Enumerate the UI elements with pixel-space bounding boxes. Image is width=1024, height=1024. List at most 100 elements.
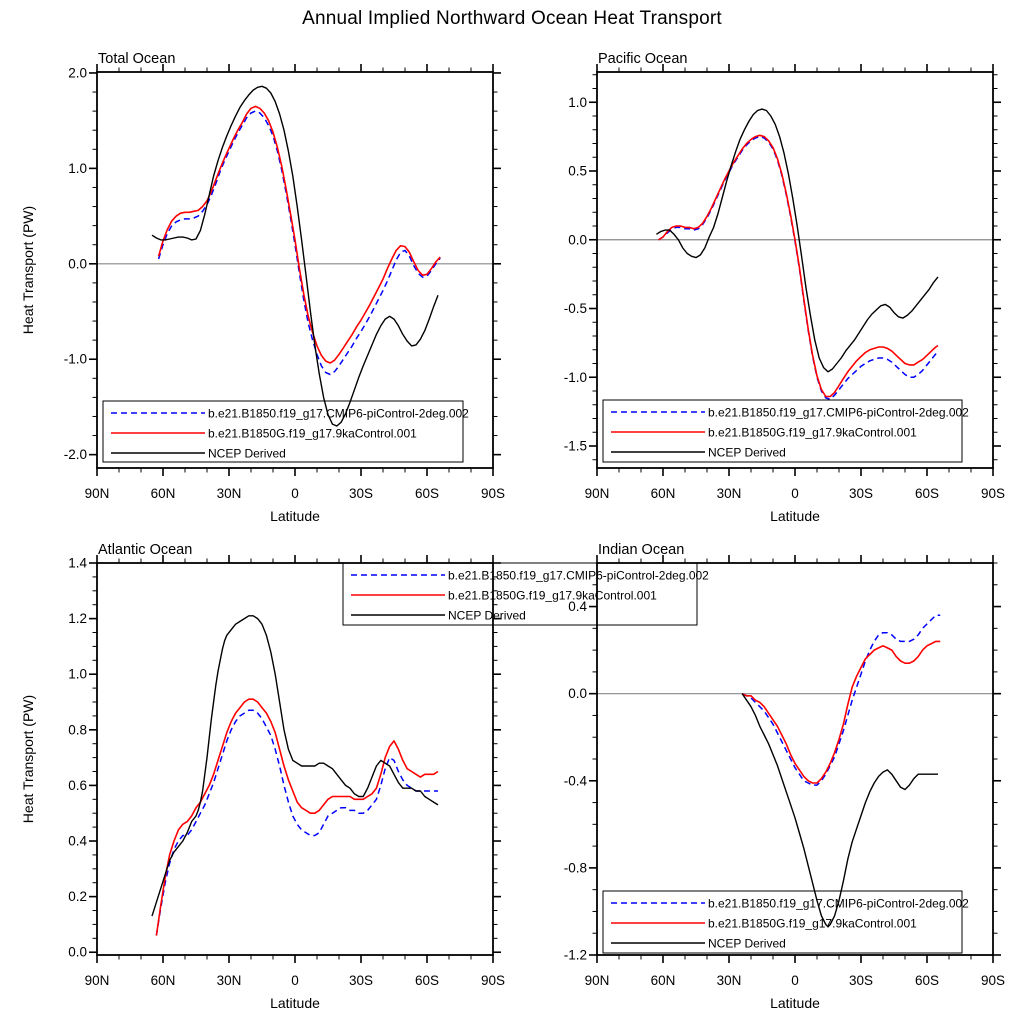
legend-label: b.e21.B1850.f19_g17.CMIP6-piControl-2deg… (708, 406, 969, 420)
x-tick-label: 0 (291, 973, 299, 988)
y-tick-label: -0.5 (564, 301, 587, 316)
series-b-e21-b1850g-f19-g17-9kacontrol-001 (741, 640, 941, 784)
legend-label: NCEP Derived (208, 447, 286, 461)
panel-title: Total Ocean (98, 51, 175, 67)
x-tick-label: 0 (791, 973, 799, 988)
x-tick-label: 0 (291, 486, 299, 501)
x-tick-label: 90S (981, 486, 1005, 501)
x-axis-label: Latitude (770, 508, 820, 524)
x-tick-label: 30S (349, 973, 373, 988)
x-tick-label: 90S (481, 973, 505, 988)
y-tick-label: 0.4 (568, 599, 587, 614)
y-axis-label: Heat Transport (PW) (20, 206, 36, 334)
y-tick-label: 0.6 (68, 778, 87, 793)
y-tick-label: 1.0 (68, 667, 87, 682)
legend-border (102, 400, 464, 463)
legend-label: b.e21.B1850.f19_g17.CMIP6-piControl-2deg… (448, 569, 709, 583)
legend-label: b.e21.B1850G.f19_g17.9kaControl.001 (708, 917, 917, 931)
y-tick-label: 0.8 (68, 722, 87, 737)
y-tick-label: -1.0 (64, 352, 87, 367)
page-title: Annual Implied Northward Ocean Heat Tran… (302, 8, 722, 29)
y-tick-label: 0.0 (568, 232, 587, 247)
x-tick-label: 60S (415, 973, 439, 988)
y-tick-label: 1.4 (68, 556, 87, 571)
series-b-e21-b1850g-f19-g17-9kacontrol-001 (155, 698, 439, 936)
x-tick-label: 90N (585, 486, 610, 501)
x-tick-label: 30N (217, 486, 242, 501)
series-b-e21-b1850-f19-g17-cmip6-picontrol-2deg-002 (155, 709, 438, 936)
y-ticks (589, 562, 1001, 956)
legend-label: NCEP Derived (708, 937, 786, 951)
x-ticks (596, 555, 994, 963)
x-tick-label: 30N (717, 973, 742, 988)
legend-border (602, 890, 963, 954)
x-tick-label: 30N (217, 973, 242, 988)
y-tick-label: -0.4 (564, 773, 588, 788)
series-ncep-derived (151, 615, 439, 917)
x-axis-label: Latitude (270, 508, 320, 524)
x-tick-label: 90S (481, 486, 505, 501)
legend-label: NCEP Derived (448, 609, 526, 623)
legend-label: b.e21.B1850G.f19_g17.9kaControl.001 (448, 589, 657, 603)
x-tick-label: 60N (151, 486, 176, 501)
x-axis-label: Latitude (270, 995, 320, 1011)
series-ncep-derived (656, 108, 939, 373)
x-tick-label: 30S (849, 486, 873, 501)
x-ticks (96, 64, 494, 476)
legend-label: b.e21.B1850G.f19_g17.9kaControl.001 (708, 426, 917, 440)
legend-total-ocean: b.e21.B1850.f19_g17.CMIP6-piControl-2deg… (102, 400, 469, 463)
legend-label: b.e21.B1850.f19_g17.CMIP6-piControl-2deg… (708, 897, 969, 911)
panel-atlantic-ocean: 90N 60N 30N 0 30S 60S 90S 0.0 0.2 0.4 0.6 0.8 1.0 1.2… (20, 542, 505, 1011)
x-tick-label: 60N (151, 973, 176, 988)
y-tick-label: 0.0 (68, 256, 87, 271)
curves (656, 108, 939, 401)
y-tick-label: 1.2 (68, 611, 87, 626)
panel-pacific-ocean: 90N 60N 30N 0 30S 60S 90S -1.5 -1.0 -0.5 0.0 0.5 1.0… (564, 51, 1005, 524)
x-tick-label: 60S (415, 486, 439, 501)
series-b-e21-b1850g-f19-g17-9kacontrol-001 (157, 105, 441, 364)
y-ticks (89, 72, 501, 456)
y-tick-label: 0.0 (68, 945, 87, 960)
y-tick-label: 1.0 (68, 161, 87, 176)
x-tick-label: 0 (791, 486, 799, 501)
y-ticks (89, 562, 501, 954)
panel-indian-ocean: 90N 60N 30N 0 30S 60S 90S -1.2 -0.8 -0.4 0.0 0.4 Ind… (564, 542, 1005, 1011)
series-ncep-derived (741, 693, 938, 928)
panel-total-ocean: 90N 60N 30N 0 30S 60S 90S -2.0 -1.0 0.0 1.0 2.0 Tota… (20, 51, 505, 524)
curves (151, 615, 439, 936)
x-tick-label: 60S (915, 486, 939, 501)
legend-border (342, 562, 698, 626)
series-b-e21-b1850-f19-g17-cmip6-picontrol-2deg-002 (157, 110, 441, 376)
curves (741, 614, 941, 928)
y-tick-label: -0.8 (564, 860, 587, 875)
x-tick-label: 30S (849, 973, 873, 988)
legend-label: NCEP Derived (708, 446, 786, 460)
y-tick-label: -2.0 (64, 447, 87, 462)
legend-atlantic-ocean: b.e21.B1850.f19_g17.CMIP6-piControl-2deg… (342, 562, 709, 626)
series-b-e21-b1850-f19-g17-cmip6-picontrol-2deg-002 (658, 135, 939, 401)
panel-title: Atlantic Ocean (98, 542, 192, 558)
y-tick-label: 0.5 (568, 164, 587, 179)
y-axis-label: Heat Transport (PW) (20, 695, 36, 823)
y-tick-label: 0.2 (68, 889, 87, 904)
x-ticks (596, 64, 994, 476)
x-tick-label: 30N (717, 486, 742, 501)
x-axis-label: Latitude (770, 995, 820, 1011)
x-tick-label: 90N (585, 973, 610, 988)
legend-label: b.e21.B1850.f19_g17.CMIP6-piControl-2deg… (208, 407, 469, 421)
curves (151, 85, 441, 427)
series-b-e21-b1850g-f19-g17-9kacontrol-001 (658, 134, 939, 398)
y-tick-label: 2.0 (68, 65, 87, 80)
series-ncep-derived (151, 85, 439, 427)
x-tick-label: 90S (981, 973, 1005, 988)
series-b-e21-b1850-f19-g17-cmip6-picontrol-2deg-002 (741, 614, 941, 786)
x-tick-label: 30S (349, 486, 373, 501)
y-tick-label: -1.5 (564, 439, 587, 454)
panel-title: Pacific Ocean (598, 51, 687, 67)
legend-indian-ocean: b.e21.B1850.f19_g17.CMIP6-piControl-2deg… (602, 890, 969, 954)
y-tick-label: 1.0 (568, 95, 587, 110)
y-tick-label: 0.0 (568, 686, 587, 701)
x-tick-label: 60N (651, 973, 676, 988)
